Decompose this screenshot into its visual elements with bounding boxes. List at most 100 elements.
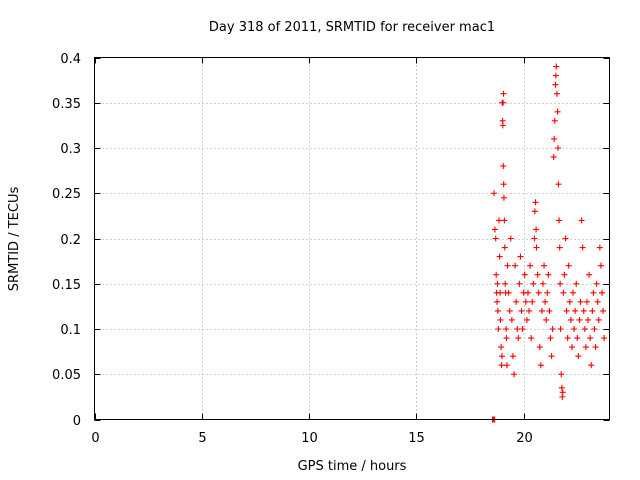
data-point [518, 307, 525, 314]
data-point [494, 280, 501, 287]
data-point [514, 326, 521, 332]
data-point [598, 289, 605, 296]
data-point [500, 90, 507, 97]
data-point [550, 154, 557, 161]
data-point [534, 271, 541, 278]
data-point [503, 335, 510, 342]
y-tick-label: 0.2 [60, 233, 81, 248]
x-tick-label: 10 [301, 431, 318, 446]
chart-title: Day 318 of 2011, SRMTID for receiver mac… [209, 20, 495, 35]
data-point [582, 344, 589, 351]
x-tick-label: 20 [516, 431, 533, 446]
data-point [558, 371, 565, 378]
data-point [497, 289, 504, 296]
data-point [576, 316, 583, 323]
data-point [535, 289, 542, 296]
data-point [543, 316, 550, 323]
y-tick-labels: 0 0.05 0.1 0.15 0.2 0.25 0.3 0.35 0.4 [52, 52, 81, 429]
data-point [571, 326, 578, 332]
data-point [557, 280, 564, 287]
data-point [493, 271, 500, 278]
data-point [587, 335, 594, 342]
data-point [545, 271, 552, 278]
data-point [531, 235, 538, 242]
data-point [564, 335, 571, 342]
data-point [575, 353, 582, 360]
y-tick-label: 0.3 [60, 142, 81, 157]
data-point [542, 298, 549, 305]
data-point [568, 344, 575, 351]
data-point [492, 235, 499, 242]
data-point [517, 253, 524, 260]
data-point [589, 307, 596, 314]
data-point [547, 335, 554, 342]
data-point [551, 117, 558, 124]
data-point [558, 384, 565, 391]
data-point [507, 235, 514, 242]
data-point [572, 307, 579, 314]
data-point [541, 262, 548, 269]
x-tick-labels: 0 5 10 15 20 [91, 431, 532, 446]
data-point [551, 135, 558, 142]
y-tick-label: 0.4 [60, 52, 81, 67]
data-point [597, 262, 604, 269]
data-point [494, 307, 501, 314]
data-point [501, 244, 508, 251]
data-point [600, 307, 607, 314]
y-axis-label: SRMTID / TECUs [7, 187, 22, 292]
data-point [567, 316, 574, 323]
x-axis-label: GPS time / hours [298, 459, 407, 474]
data-point [556, 244, 563, 251]
data-point [502, 280, 509, 287]
data-point [546, 307, 553, 314]
data-point [508, 316, 515, 323]
data-point [494, 298, 501, 305]
data-point [573, 280, 580, 287]
data-point [530, 280, 537, 287]
data-point [533, 226, 540, 233]
data-point [560, 289, 567, 296]
data-point [532, 199, 539, 206]
data-point [592, 344, 599, 351]
data-point [588, 362, 595, 369]
data-point [505, 289, 512, 296]
data-point [553, 90, 560, 97]
data-point [506, 307, 513, 314]
data-point [595, 316, 602, 323]
data-point [521, 271, 528, 278]
data-point [500, 181, 507, 188]
data-point [531, 208, 538, 215]
data-point [581, 326, 588, 332]
data-point [539, 280, 546, 287]
data-point [562, 235, 569, 242]
data-point [559, 389, 566, 396]
data-point [504, 262, 511, 269]
data-point [590, 289, 597, 296]
data-point [500, 99, 507, 106]
data-point [548, 353, 555, 360]
data-point [497, 316, 504, 323]
data-point [509, 353, 516, 360]
data-point [495, 326, 502, 332]
data-point [491, 190, 498, 197]
data-point [500, 163, 507, 170]
data-point [553, 63, 560, 70]
data-point [511, 371, 518, 378]
y-tick-label: 0.35 [52, 97, 81, 112]
y-tick-label: 0 [73, 414, 81, 429]
data-point [503, 326, 510, 332]
data-point [554, 108, 561, 115]
data-point [544, 289, 551, 296]
data-point [516, 280, 523, 287]
data-point [586, 271, 593, 278]
data-point [591, 326, 598, 332]
data-point [578, 217, 585, 224]
data-point [501, 217, 508, 224]
axis-ticks [94, 57, 610, 421]
data-point [585, 316, 592, 323]
data-point [495, 217, 502, 224]
data-point [552, 81, 559, 88]
x-tick-label: 5 [198, 431, 206, 446]
data-point [538, 307, 545, 314]
